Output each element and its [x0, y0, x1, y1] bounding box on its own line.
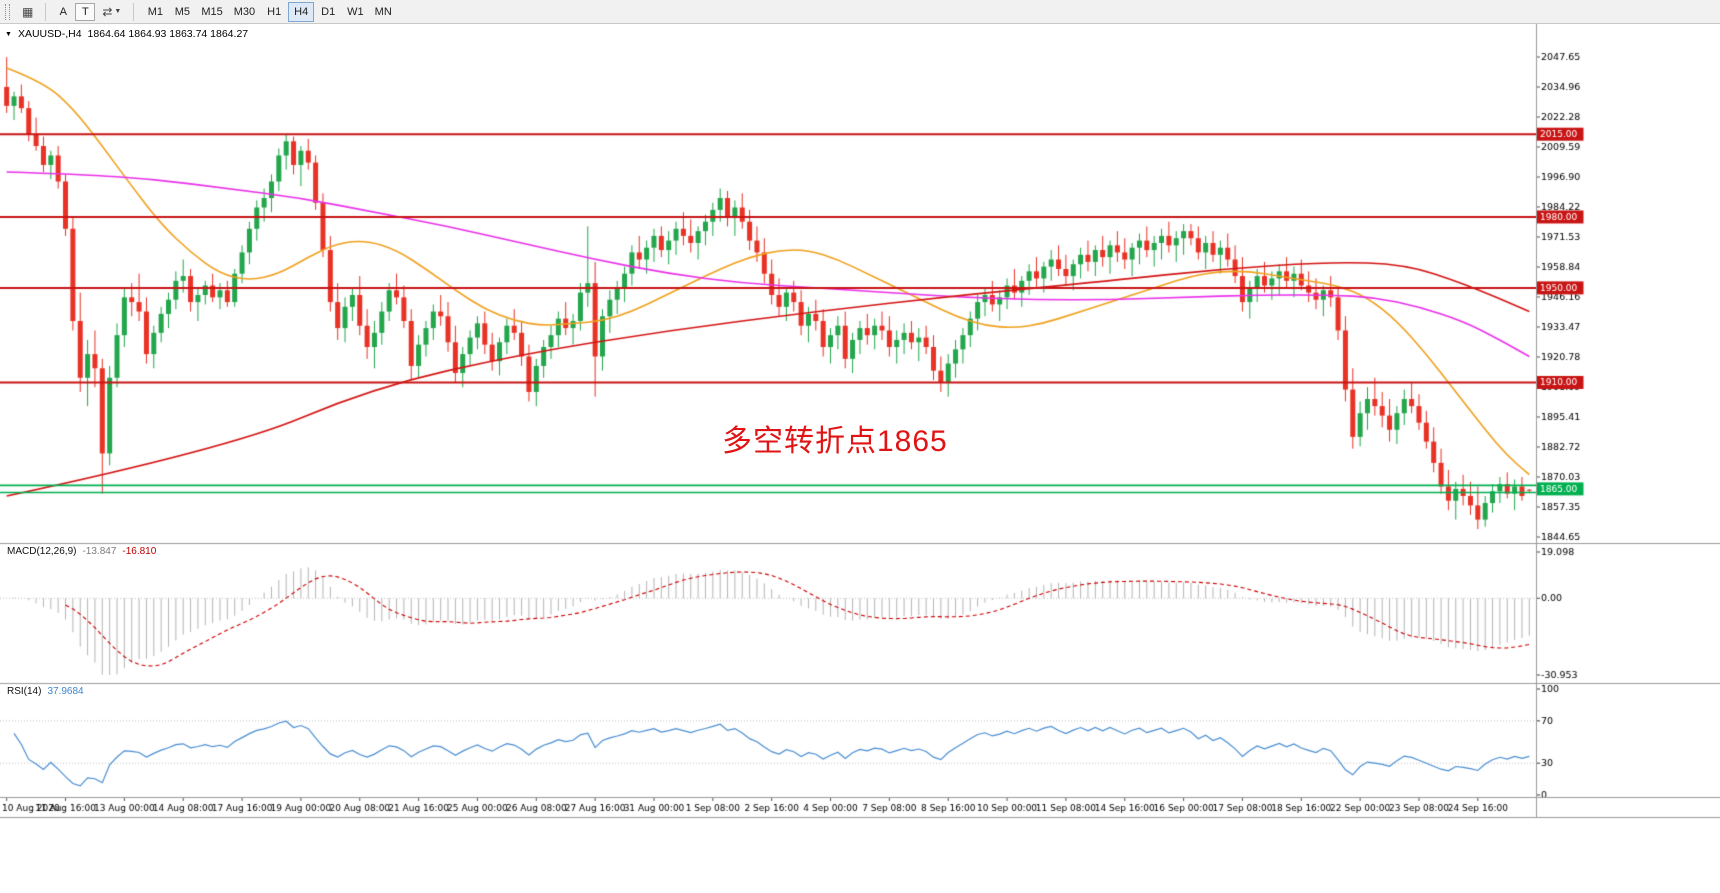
timeframe-button-m30[interactable]: M30: [229, 2, 260, 22]
timeframe-button-m1[interactable]: M1: [142, 2, 168, 22]
toolbar-drag-handle[interactable]: [5, 3, 10, 20]
toolbar-separator: [133, 2, 135, 21]
timeframe-button-d1[interactable]: D1: [315, 2, 341, 22]
timeframe-button-h4[interactable]: H4: [288, 1, 315, 22]
cycle-tool-button[interactable]: ⇄ ▼: [96, 2, 127, 22]
arrows-icon: ⇄: [102, 4, 113, 19]
timeframe-button-w1[interactable]: W1: [342, 2, 369, 22]
grid-icon: ▦: [22, 4, 34, 19]
toolbar: ▦ A T ⇄ ▼ M1 M5 M15 M30 H1 H4 D1 W1 MN: [0, 0, 1720, 24]
timeframe-toolbar: M1 M5 M15 M30 H1 H4 D1 W1 MN: [142, 1, 397, 22]
timeframe-button-mn[interactable]: MN: [370, 2, 397, 22]
caret-down-icon: ▼: [114, 8, 122, 15]
font-tool-button[interactable]: A: [52, 2, 74, 22]
toolbar-separator: [45, 2, 47, 21]
text-tool-button[interactable]: T: [75, 2, 96, 21]
symbol-dropdown-icon: ▼: [5, 30, 12, 38]
chart-grid-button[interactable]: ▦: [16, 2, 39, 22]
price-chart-canvas[interactable]: [0, 24, 1720, 893]
timeframe-button-h1[interactable]: H1: [261, 2, 287, 22]
timeframe-button-m5[interactable]: M5: [169, 2, 195, 22]
chart-area: ▼ XAUUSD-,H4 1864.64 1864.93 1863.74 186…: [0, 24, 1720, 893]
timeframe-button-m15[interactable]: M15: [196, 2, 227, 22]
